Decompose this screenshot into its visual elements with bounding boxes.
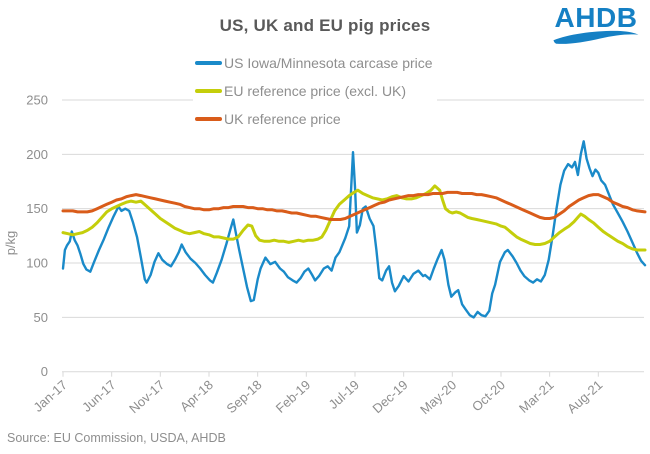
y-tick-label: 150 (26, 201, 48, 216)
x-tick-label: Sep-18 (223, 377, 264, 416)
source-attribution: Source: EU Commission, USDA, AHDB (7, 431, 226, 445)
legend-label-us: US Iowa/Minnesota carcase price (224, 55, 433, 71)
x-tick-label: Aug-21 (564, 377, 605, 416)
x-tick-label: Nov-17 (126, 377, 167, 416)
ahdb-logo-text: AHDB (554, 2, 638, 33)
us-price-line (61, 140, 647, 319)
legend-item-uk: UK reference price (195, 105, 433, 133)
x-tick-label: Apr-18 (177, 377, 216, 414)
chart-legend: US Iowa/Minnesota carcase price EU refer… (193, 48, 437, 134)
x-tick-label: Jul-19 (326, 377, 362, 412)
legend-label-eu: EU reference price (excl. UK) (224, 83, 407, 99)
x-tick-label: Feb-19 (273, 377, 314, 416)
x-tick-label: Oct-20 (469, 377, 508, 414)
x-tick-label: Jan-17 (30, 377, 70, 415)
y-tick-label: 100 (26, 256, 48, 271)
uk-price-line (61, 190, 647, 221)
eu-price-line (61, 184, 647, 252)
uk-line-swatch-icon (195, 117, 222, 121)
us-line-swatch-icon (195, 61, 222, 65)
y-tick-label: 250 (26, 93, 48, 108)
x-tick-label: Jun-17 (79, 377, 119, 415)
eu-line-swatch-icon (195, 89, 222, 93)
legend-item-us: US Iowa/Minnesota carcase price (195, 49, 433, 77)
x-tick-label: Mar-21 (516, 377, 557, 416)
ahdb-logo: AHDB (548, 4, 644, 47)
legend-item-eu: EU reference price (excl. UK) (195, 77, 433, 105)
y-tick-label: 0 (41, 364, 48, 379)
chart-title: US, UK and EU pig prices (219, 16, 431, 35)
x-tick-label: May-20 (417, 377, 459, 417)
legend-label-uk: UK reference price (224, 111, 341, 127)
y-tick-label: 200 (26, 147, 48, 162)
y-tick-label: 50 (34, 310, 48, 325)
x-tick-label: Dec-19 (369, 377, 410, 416)
y-axis-title: p/kg (3, 231, 18, 256)
ahdb-wave-swoosh-icon (553, 30, 639, 44)
